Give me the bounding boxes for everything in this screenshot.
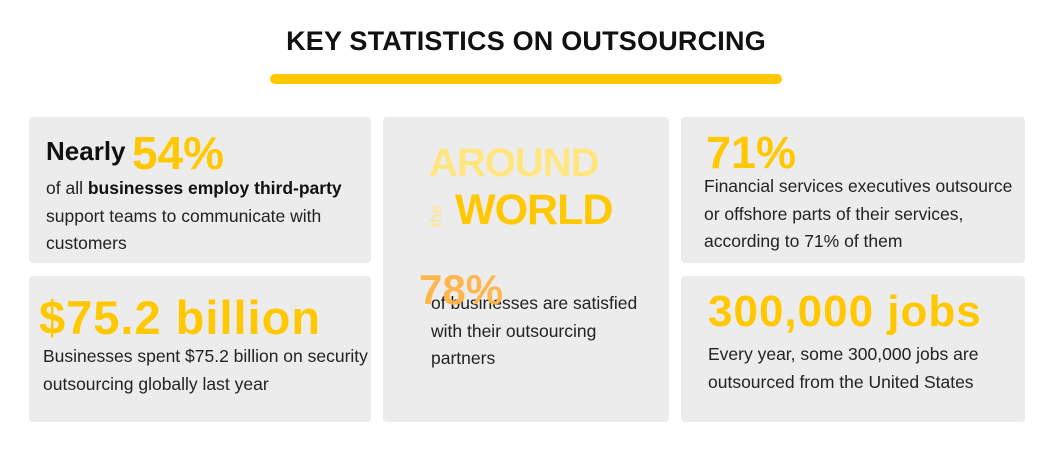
stat-value: 71%	[706, 127, 797, 178]
the-heading: the	[428, 204, 445, 228]
stat-card-security: $75.2 billion Businesses spent $75.2 bil…	[29, 276, 371, 422]
stat-description: Businesses spent $75.2 billion on securi…	[43, 346, 368, 394]
world-heading: WORLD	[455, 186, 613, 234]
stat-card-around-the-world: AROUND the WORLD of businesses are satis…	[383, 117, 669, 422]
stat-card-financial: 71% Financial services executives outsou…	[681, 117, 1025, 263]
page-title: KEY STATISTICS ON OUTSOURCING	[286, 26, 766, 56]
stat-description: of businesses are satisfied with their o…	[431, 293, 638, 368]
stat-value: 54%	[132, 127, 225, 179]
stat-description: of all businesses employ third-party sup…	[46, 175, 366, 258]
stat-card-businesses: Nearly 54% of all businesses employ thir…	[29, 117, 371, 263]
stat-description: Financial services executives outsource …	[704, 176, 1013, 251]
stat-description-bold: businesses employ third-party	[87, 178, 342, 198]
stat-description-post: support teams to communicate with custom…	[46, 205, 322, 254]
title-underline	[270, 74, 782, 84]
stat-lead: Nearly	[46, 136, 126, 166]
stat-value: $75.2 billion	[39, 291, 322, 344]
stat-card-jobs: 300,000 jobs Every year, some 300,000 jo…	[681, 276, 1025, 422]
stat-value: 78%	[419, 266, 504, 313]
stat-value: 300,000 jobs	[708, 287, 982, 336]
around-heading: AROUND	[429, 141, 600, 185]
stat-description-pre: of all	[46, 178, 88, 198]
stat-description: Every year, some 300,000 jobs are outsou…	[708, 344, 979, 392]
